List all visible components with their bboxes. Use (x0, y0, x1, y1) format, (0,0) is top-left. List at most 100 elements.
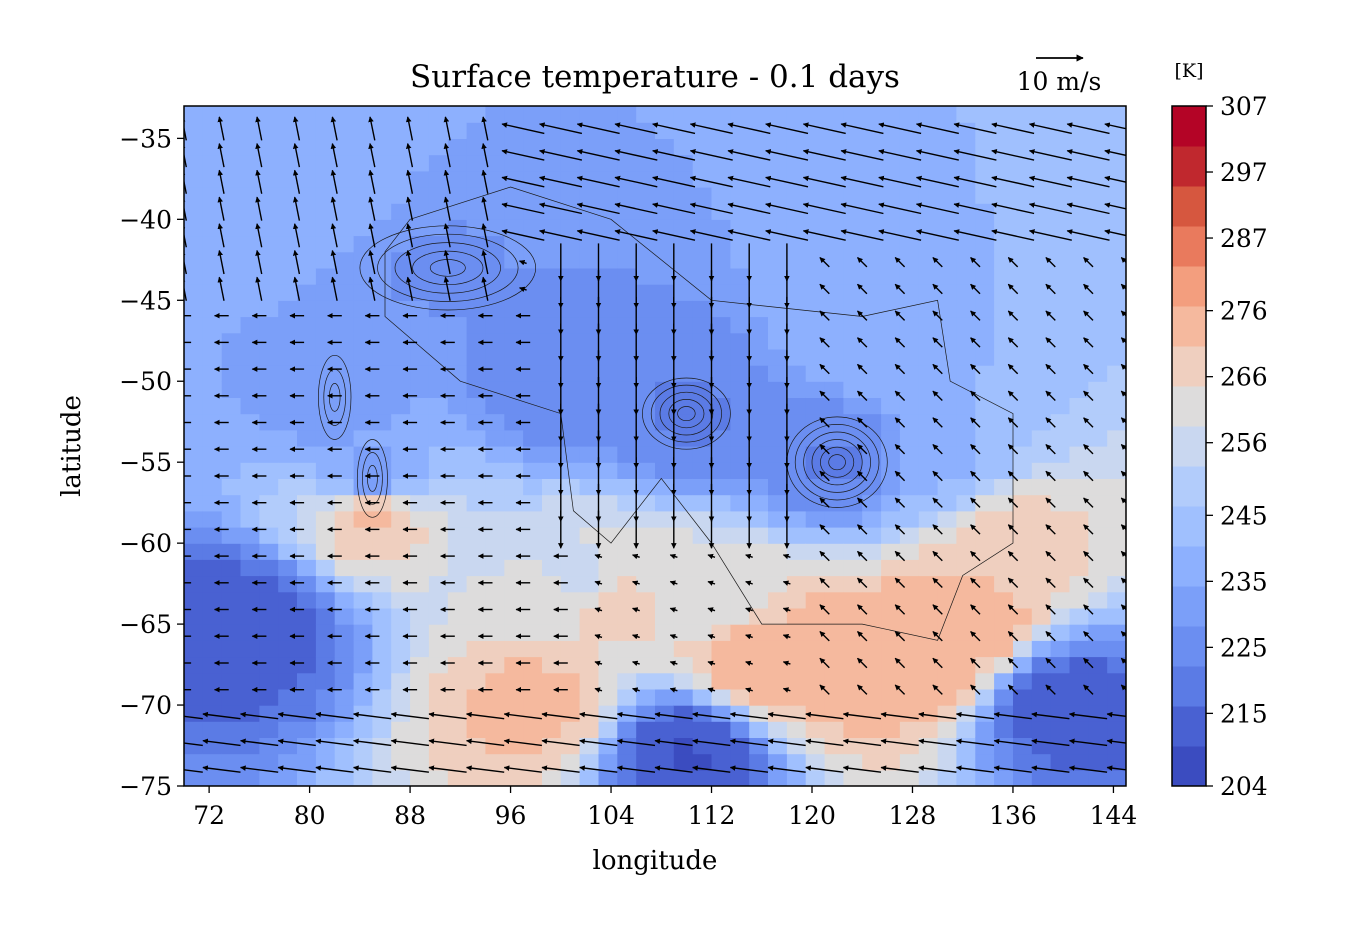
temperature-cell (334, 559, 355, 577)
temperature-cell (278, 300, 298, 318)
temperature-cell (824, 624, 844, 641)
temperature-cell (221, 656, 242, 674)
temperature-cell (862, 106, 882, 123)
temperature-cell (523, 527, 543, 544)
temperature-cell (730, 575, 750, 593)
temperature-cell (673, 446, 694, 463)
wind-arrow (669, 660, 678, 667)
temperature-cell (711, 575, 731, 593)
temperature-cell (221, 478, 242, 496)
temperature-cell (617, 705, 637, 722)
temperature-cell (240, 640, 260, 658)
temperature-cell (1069, 510, 1089, 528)
temperature-cell (1031, 300, 1052, 318)
temperature-cell (881, 769, 901, 786)
temperature-cell (184, 316, 204, 334)
temperature-cell (1107, 478, 1126, 496)
temperature-cell (730, 656, 750, 674)
temperature-cell (504, 316, 524, 334)
temperature-cell (334, 769, 355, 786)
temperature-cell (598, 106, 618, 123)
temperature-cell (673, 607, 694, 625)
temperature-cell (730, 478, 750, 496)
temperature-cell (391, 219, 411, 237)
temperature-cell (504, 607, 524, 625)
temperature-cell (918, 527, 939, 544)
wind-arrow (1083, 497, 1094, 508)
temperature-cell (862, 510, 882, 528)
temperature-cell (711, 607, 731, 625)
temperature-cell (994, 478, 1014, 496)
temperature-cell (353, 640, 373, 658)
temperature-cell (1069, 737, 1089, 755)
temperature-cell (1031, 737, 1052, 755)
wind-arrow (184, 169, 187, 194)
temperature-cell (692, 365, 713, 382)
quiver-key-label: 10 m/s (1017, 67, 1102, 96)
temperature-cell (937, 462, 957, 479)
temperature-cell (918, 397, 939, 415)
temperature-cell (297, 462, 317, 479)
wind-arrow (878, 122, 922, 135)
temperature-cell (711, 672, 731, 690)
temperature-cell (240, 705, 260, 722)
temperature-cell (447, 640, 468, 658)
temperature-cell (899, 235, 920, 253)
temperature-cell (504, 478, 524, 496)
temperature-cell (1107, 235, 1126, 253)
temperature-cell (1069, 494, 1089, 512)
temperature-cell (899, 672, 920, 690)
wind-arrow (1007, 577, 1019, 588)
temperature-cell (786, 348, 807, 366)
wind-arrow (689, 229, 733, 241)
wind-arrow (880, 765, 919, 773)
wind-arrow (390, 711, 429, 720)
temperature-cell (278, 559, 298, 577)
temperature-cell (391, 672, 411, 690)
temperature-cell (1107, 429, 1126, 447)
temperature-cell (334, 640, 355, 658)
wind-arrow (970, 417, 981, 428)
temperature-cell (202, 219, 223, 237)
temperature-cell (918, 235, 939, 253)
wind-arrow (481, 223, 489, 248)
temperature-cell (259, 397, 279, 415)
temperature-cell (692, 607, 713, 625)
temperature-cell (598, 251, 618, 269)
temperature-cell (749, 219, 769, 237)
temperature-cell (975, 300, 995, 318)
temperature-cell (994, 170, 1014, 188)
temperature-cell (447, 106, 468, 123)
wind-arrow (1045, 470, 1056, 482)
wind-arrow (840, 122, 884, 135)
temperature-cell (918, 122, 939, 139)
wind-arrow (970, 283, 981, 295)
wind-arrow (802, 122, 846, 135)
wind-arrow (240, 738, 279, 747)
temperature-cell (353, 219, 373, 237)
y-tick-label: −35 (119, 124, 172, 153)
temperature-cell (786, 527, 807, 544)
temperature-cell (918, 705, 939, 722)
temperature-cell (523, 769, 543, 786)
temperature-cell (824, 753, 844, 771)
temperature-cell (1069, 656, 1089, 674)
temperature-cell (466, 478, 486, 496)
temperature-cell (391, 267, 411, 285)
wind-arrow (767, 765, 806, 773)
colorbar-unit-label: [K] (1174, 60, 1203, 82)
temperature-cell (504, 187, 524, 204)
temperature-cell (315, 122, 336, 139)
temperature-cell (278, 284, 298, 301)
temperature-cell (598, 365, 618, 382)
temperature-cell (692, 462, 713, 479)
temperature-cell (221, 203, 242, 220)
wind-arrow (819, 577, 830, 588)
temperature-cell (843, 235, 863, 253)
temperature-cell (466, 365, 486, 382)
temperature-cell (937, 705, 957, 722)
temperature-cell (937, 106, 957, 123)
temperature-cell (956, 251, 976, 269)
temperature-cell (1088, 640, 1108, 658)
wind-arrow (692, 738, 731, 747)
